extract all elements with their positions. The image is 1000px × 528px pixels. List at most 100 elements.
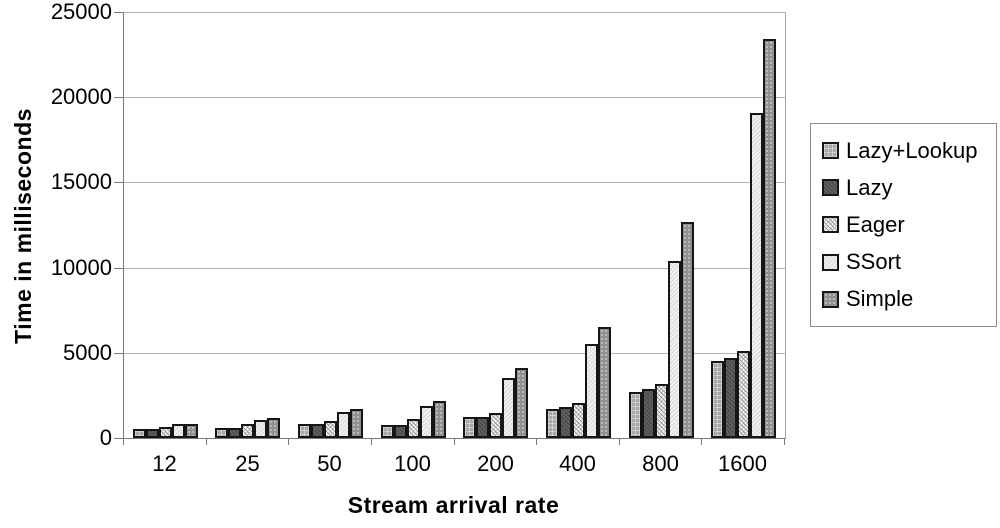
x-axis-tick	[206, 439, 207, 445]
bar-lazy-lookup-100	[380, 425, 394, 438]
x-axis-tick-label-50: 50	[317, 451, 342, 476]
legend-label: Lazy	[846, 174, 893, 200]
bar-eager-400	[571, 403, 585, 438]
gridline	[124, 97, 785, 98]
legend-item-lazy: Lazy	[822, 174, 994, 200]
y-axis-tick	[114, 182, 123, 183]
bar-eager-200	[489, 413, 503, 438]
x-axis-title: Stream arrival rate	[347, 492, 560, 518]
bar-lazy-25	[228, 428, 242, 438]
bar-lazy-100	[393, 425, 407, 438]
legend-swatch-icon	[822, 179, 839, 197]
legend-swatch-icon	[822, 216, 839, 234]
bar-group-800	[620, 12, 703, 438]
bar-simple-25	[267, 418, 281, 438]
legend-swatch-icon	[822, 290, 839, 308]
bar-ssort-25	[254, 420, 268, 438]
y-axis-tick-label: 15000	[50, 169, 112, 194]
bar-group-25	[207, 12, 290, 438]
bar-simple-200	[515, 368, 529, 438]
bar-lazy-lookup-1600	[711, 361, 725, 438]
plot-area	[123, 12, 786, 439]
bar-lazy-800	[641, 389, 655, 438]
x-axis-tick-label-12: 12	[152, 451, 177, 476]
bar-eager-800	[654, 384, 668, 438]
x-axis-tick	[536, 439, 537, 445]
legend-item-lazy-lookup: Lazy+Lookup	[822, 137, 994, 163]
bar-group-400	[537, 12, 620, 438]
bar-lazy-lookup-25	[215, 428, 229, 438]
bar-lazy-12	[145, 429, 159, 438]
y-axis-tick-label: 5000	[63, 340, 112, 365]
y-axis-tick	[114, 12, 123, 13]
bar-ssort-800	[667, 261, 681, 438]
bar-simple-50	[350, 409, 364, 438]
legend-label: Eager	[846, 211, 905, 237]
legend: Lazy+Lookup Lazy Eager SSort Simple	[810, 123, 997, 327]
x-axis-tick	[288, 439, 289, 445]
bar-eager-1600	[737, 351, 751, 438]
x-axis-tick-label-800: 800	[642, 451, 679, 476]
y-axis-title: Time in milliseconds	[10, 108, 36, 344]
bar-group-200	[455, 12, 538, 438]
bar-simple-12	[184, 424, 198, 438]
bar-simple-800	[680, 222, 694, 438]
bar-eager-12	[158, 427, 172, 438]
legend-item-eager: Eager	[822, 211, 994, 237]
bar-lazy-50	[311, 424, 325, 438]
bar-group-1600	[702, 12, 785, 438]
bar-eager-25	[241, 424, 255, 438]
bar-group-50	[289, 12, 372, 438]
x-axis-tick	[454, 439, 455, 445]
x-axis-tick-label-1600: 1600	[718, 451, 767, 476]
x-axis-tick	[619, 439, 620, 445]
x-axis-tick	[123, 439, 124, 445]
bar-simple-1600	[763, 39, 777, 438]
bar-lazy-1600	[724, 358, 738, 438]
legend-item-simple: Simple	[822, 287, 994, 311]
y-axis-tick-label: 0	[99, 425, 112, 450]
x-axis-tick-label-200: 200	[477, 451, 514, 476]
bar-ssort-12	[171, 424, 185, 438]
y-axis-tick	[114, 438, 123, 439]
x-axis-tick	[784, 439, 785, 445]
bar-eager-50	[324, 421, 338, 438]
bar-group-100	[372, 12, 455, 438]
bar-lazy-lookup-50	[298, 424, 312, 438]
bar-ssort-400	[584, 344, 598, 438]
bar-lazy-lookup-12	[132, 429, 146, 438]
legend-label: Lazy+Lookup	[846, 137, 978, 163]
y-axis-tick	[114, 268, 123, 269]
gridline-top	[124, 12, 785, 13]
y-axis-tick	[114, 97, 123, 98]
y-axis-tick	[114, 353, 123, 354]
bar-lazy-lookup-200	[463, 417, 477, 438]
legend-label: SSort	[846, 249, 902, 275]
x-axis-tick-label-100: 100	[394, 451, 431, 476]
gridline	[124, 182, 785, 183]
y-axis-tick-label: 10000	[50, 255, 112, 280]
bar-ssort-200	[502, 378, 516, 438]
x-axis-tick	[701, 439, 702, 445]
legend-swatch-icon	[822, 142, 839, 160]
gridline	[124, 268, 785, 269]
bar-group-12	[124, 12, 207, 438]
y-axis-tick-label: 25000	[50, 0, 112, 24]
legend-swatch-icon	[822, 253, 839, 271]
bar-groups	[124, 12, 785, 438]
bar-lazy-lookup-400	[545, 409, 559, 438]
x-axis-tick-label-25: 25	[235, 451, 260, 476]
bar-ssort-100	[419, 406, 433, 438]
bar-lazy-lookup-800	[628, 392, 642, 438]
bar-ssort-1600	[750, 113, 764, 438]
y-axis-tick-label: 20000	[50, 84, 112, 109]
x-axis-tick	[371, 439, 372, 445]
legend-label: Simple	[846, 286, 914, 312]
x-axis-tick-label-400: 400	[559, 451, 596, 476]
gridline	[124, 353, 785, 354]
bar-eager-100	[406, 419, 420, 438]
bar-ssort-50	[337, 412, 351, 438]
bar-simple-400	[597, 327, 611, 438]
bar-simple-100	[432, 401, 446, 438]
